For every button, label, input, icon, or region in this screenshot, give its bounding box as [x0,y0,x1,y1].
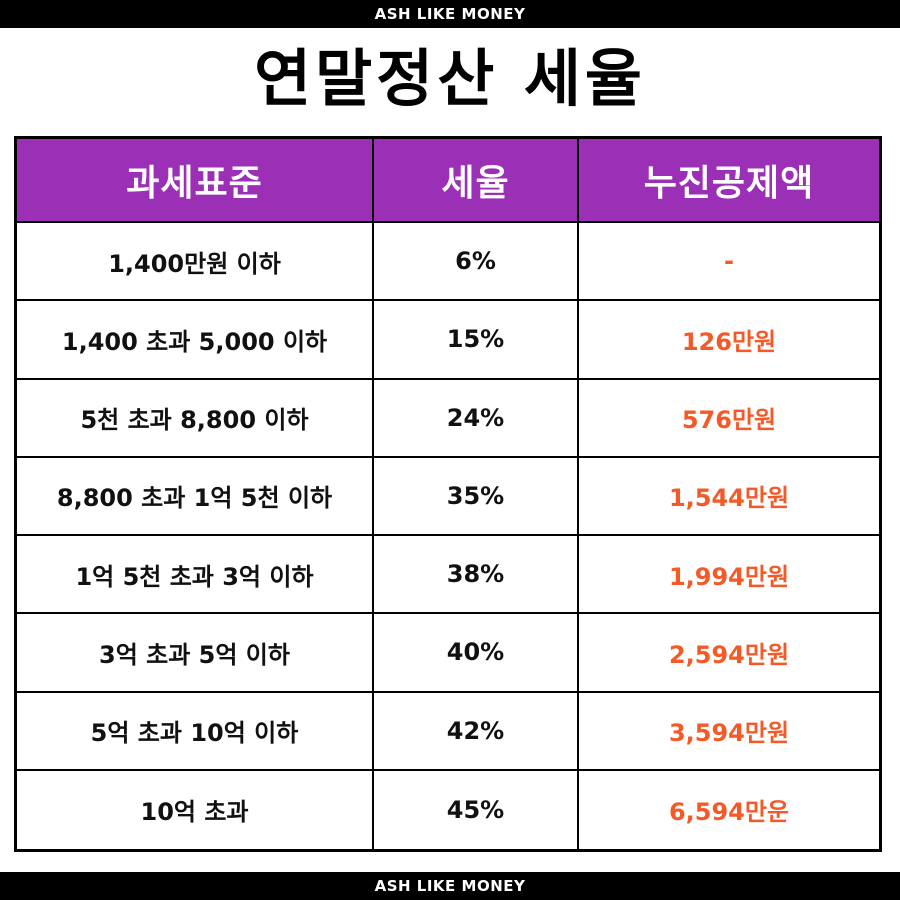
brand-label: ASH LIKE MONEY [374,5,526,23]
table-cell-tax-base: 5천 초과 8,800 이하 [17,379,374,458]
table-cell-deduction: 6,594만운 [668,798,790,827]
table-cell-deduction: 126만원 [579,301,879,380]
table-cell-tax-rate: 15% [374,301,579,380]
bottom-brand-bar: ASH LIKE MONEY [0,872,900,900]
table-cell-tax-rate: 42% [374,692,579,771]
brand-label: ASH LIKE MONEY [374,877,526,895]
page-title: 연말정산 세율 [254,41,646,115]
top-brand-bar: ASH LIKE MONEY [0,0,900,28]
tax-rate-table: 과세표준 세율 누진공제액 1,400만원 이하 6% - 1,400 초과 5… [14,136,882,852]
table-cell-deduction: 576만원 [579,380,879,458]
table-cell-tax-base: 1,400 초과 5,000 이하 [17,301,374,380]
table-cell-tax-rate: 38% [374,536,579,615]
table-cell-tax-rate: 24% [374,379,579,458]
table-cell-deduction: 2,594만원 [579,614,879,693]
table-cell-tax-base: 10억 초과 [17,770,374,849]
table-cell-deduction: 1,544만원 [579,458,879,536]
table-cell-tax-rate: 35% [374,457,579,536]
table-cell-deduction: 3,594만원 [579,693,879,771]
table-cell-tax-base: 5억 초과 10억 이하 [17,692,374,771]
header-tax-rate: 세율 [374,139,579,223]
table-cell-tax-rate: 6% [374,223,579,302]
table-cell-tax-rate: 40% [374,614,579,693]
table-cell-tax-base: 1억 5천 초과 3억 이하 [17,536,374,615]
table-cell-tax-rate: 45% [374,770,579,849]
table-cell-deduction: - [579,223,879,302]
table-cell-tax-base: 8,800 초과 1억 5천 이하 [17,457,374,536]
header-progressive-deduction: 누진공제액 [579,139,879,223]
table-cell-deduction: 1,994만원 [579,536,879,615]
header-tax-base: 과세표준 [17,139,374,223]
table-cell-tax-base: 3억 초과 5억 이하 [17,614,374,693]
table-cell-tax-base: 1,400만원 이하 [17,223,374,302]
